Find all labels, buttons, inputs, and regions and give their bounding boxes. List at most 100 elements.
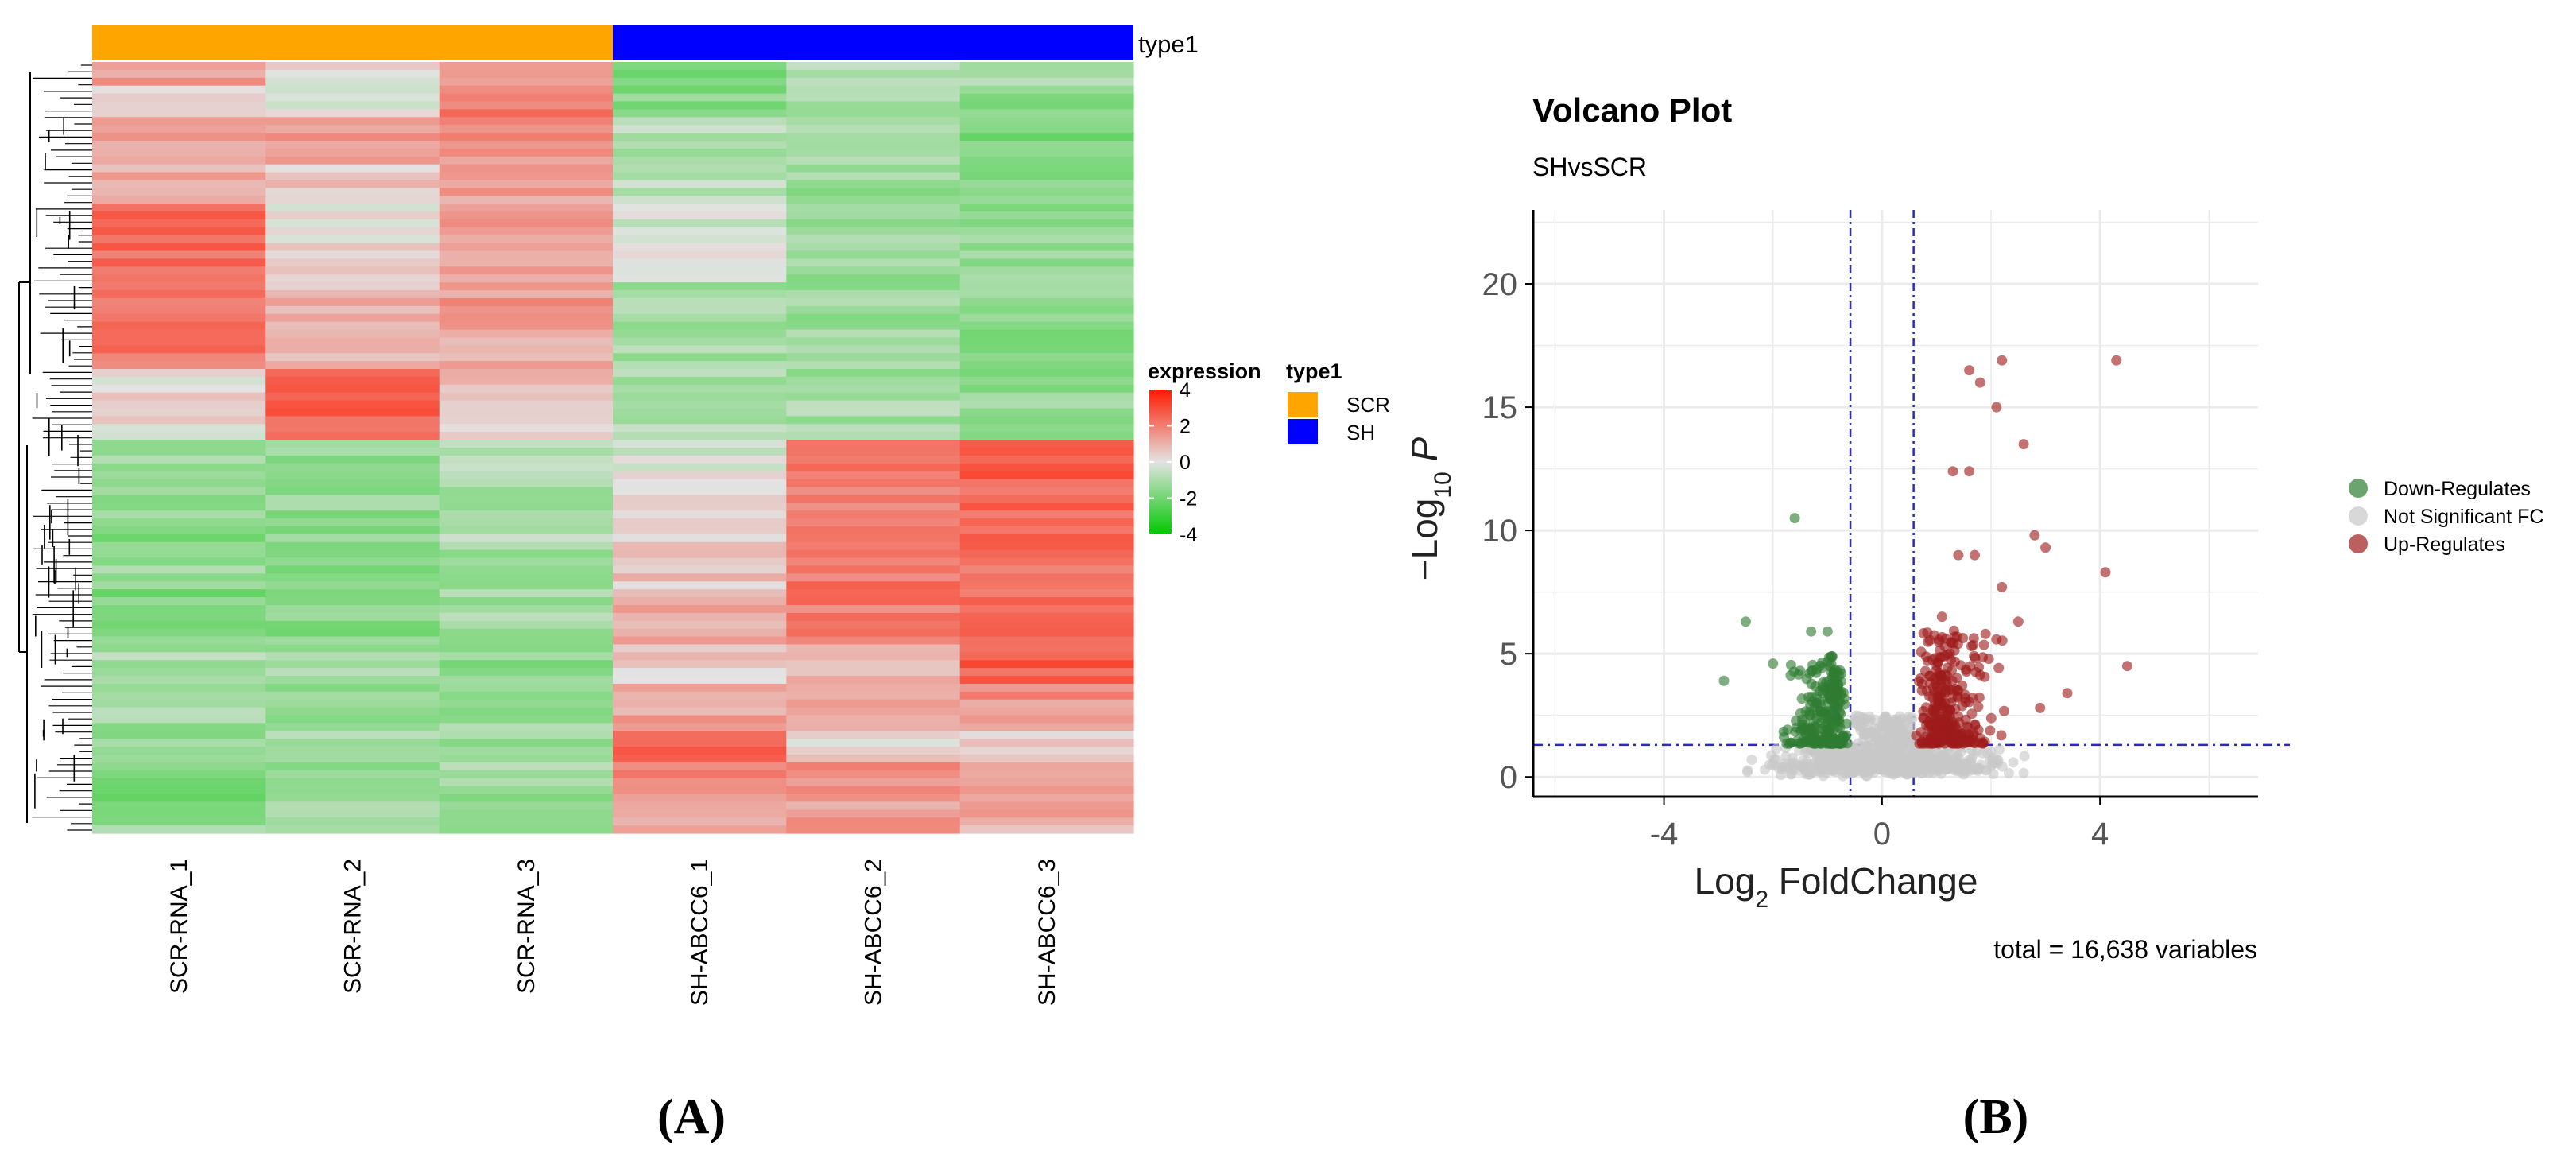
volcano-point-up: [1991, 402, 2002, 413]
heatmap-cell: [92, 85, 266, 95]
heatmap-cell: [613, 204, 787, 212]
heatmap-cell: [439, 353, 614, 362]
heatmap-cell: [439, 723, 614, 731]
heatmap-cell: [439, 676, 614, 685]
heatmap-cell: [92, 518, 266, 527]
heatmap-cell: [92, 463, 266, 472]
heatmap-cell: [959, 762, 1134, 771]
heatmap-cell: [92, 557, 266, 567]
heatmap-cell: [265, 313, 440, 323]
volcano-point-up: [2111, 355, 2122, 366]
heatmap-cell: [92, 503, 266, 511]
heatmap-cell: [959, 266, 1134, 275]
volcano-point-up: [1997, 581, 2008, 592]
heatmap-cell: [439, 93, 614, 103]
y-tick-label: 5: [1500, 637, 1517, 672]
heatmap-cell: [92, 196, 266, 204]
heatmap-cell: [439, 715, 614, 724]
heatmap-cell: [613, 353, 787, 362]
heatmap-cell: [613, 133, 787, 142]
volcano-point-ns: [1746, 755, 1757, 766]
heatmap-cell: [786, 541, 961, 551]
heatmap-cell: [959, 140, 1134, 149]
expression-legend-ticks: 4 2 0 -2 -4: [1149, 379, 1197, 546]
volcano-point-ns: [1837, 759, 1848, 770]
heatmap-cell: [439, 487, 614, 495]
heatmap-cell: [265, 817, 440, 826]
heatmap-cell: [92, 794, 266, 803]
heatmap-cell: [265, 755, 440, 763]
heatmap-cell: [439, 313, 614, 323]
heatmap-cell: [439, 188, 614, 196]
heatmap-cell: [265, 235, 440, 244]
heatmap-cell: [613, 219, 787, 228]
expression-tick-label: -2: [1180, 488, 1197, 510]
heatmap-cell: [786, 432, 961, 440]
heatmap-cell: [92, 573, 266, 582]
heatmap-cell: [92, 219, 266, 228]
heatmap-cell: [439, 416, 614, 425]
heatmap-cell: [959, 290, 1134, 299]
heatmap-cell: [613, 266, 787, 275]
heatmap-cell: [92, 180, 266, 188]
heatmap-cell: [613, 534, 787, 543]
volcano-point-ns: [2004, 767, 2014, 778]
heatmap-cell: [92, 747, 266, 755]
heatmap-cell: [786, 140, 961, 149]
heatmap-cell: [613, 69, 787, 79]
volcano-point-down: [1803, 692, 1814, 703]
heatmap-cell: [265, 243, 440, 252]
column-labels: SCR-RNA_1 SCR-RNA_2 SCR-RNA_3 SH-ABCC6_1 SH-…: [166, 859, 1060, 1006]
heatmap-cell: [613, 463, 787, 472]
heatmap-cell: [265, 250, 440, 260]
volcano-point-ns: [1857, 724, 1869, 734]
heatmap-cell: [92, 652, 266, 661]
heatmap-cell: [92, 62, 266, 71]
heatmap-cell: [439, 526, 614, 535]
type-legend-label-scr: SCR: [1346, 393, 1390, 417]
heatmap-cell: [439, 660, 614, 669]
heatmap-cell: [959, 408, 1134, 417]
heatmap-cell: [613, 164, 787, 173]
heatmap-cell: [786, 597, 961, 606]
heatmap-cell: [613, 581, 787, 590]
panel-label-a: (A): [657, 1090, 726, 1144]
volcano-point-up: [1978, 639, 1989, 650]
heatmap-cell: [613, 495, 787, 503]
heatmap-cell: [92, 117, 266, 126]
heatmap-cell: [786, 77, 961, 87]
heatmap-cell: [613, 597, 787, 606]
heatmap-cell: [959, 534, 1134, 543]
volcano-point-ns: [1869, 759, 1881, 770]
heatmap-cell: [265, 455, 440, 464]
heatmap-cell: [959, 329, 1134, 339]
volcano-point-up: [1970, 719, 1981, 730]
volcano-point-up: [1924, 677, 1935, 689]
heatmap-cell: [786, 723, 961, 731]
heatmap-cell: [265, 699, 440, 708]
heatmap-cell: [265, 801, 440, 810]
heatmap-cell: [92, 699, 266, 708]
heatmap-cell: [439, 652, 614, 661]
volcano-point-down: [1822, 626, 1833, 637]
heatmap-cell: [959, 227, 1134, 236]
volcano-point-up: [1996, 730, 2007, 741]
heatmap-cell: [786, 691, 961, 700]
heatmap-cell: [959, 204, 1134, 212]
heatmap-cell: [439, 204, 614, 212]
heatmap-cell: [265, 361, 440, 370]
heatmap-cell: [265, 376, 440, 386]
heatmap-cell: [613, 565, 787, 574]
volcano-point-up: [1974, 669, 1985, 681]
heatmap-cell: [439, 534, 614, 543]
heatmap-cell: [786, 250, 961, 260]
heatmap-cell: [265, 148, 440, 157]
heatmap-cell: [265, 786, 440, 795]
expression-tick-label: -4: [1180, 524, 1197, 546]
heatmap-cell: [613, 188, 787, 196]
heatmap-cell: [959, 448, 1134, 456]
heatmap-cell: [786, 636, 961, 646]
heatmap-cell: [959, 628, 1134, 638]
heatmap-cell: [92, 801, 266, 810]
heatmap-cell: [786, 755, 961, 763]
